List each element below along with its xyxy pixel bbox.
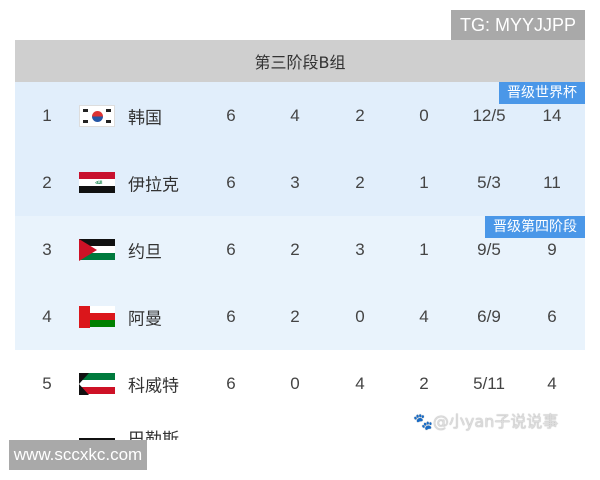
goals-cell: 6/9 (477, 306, 501, 326)
rank-cell: 3 (42, 239, 52, 259)
table-row: 阿曼 4 6 2 0 4 6/9 6 (15, 283, 585, 350)
rank-cell: 5 (42, 373, 52, 393)
points-cell: 6 (547, 306, 557, 326)
drawn-cell: 2 (355, 172, 365, 192)
drawn-cell: 4 (355, 373, 365, 393)
rank-cell: 4 (42, 306, 52, 326)
drawn-cell: 0 (355, 306, 365, 326)
won-cell: 3 (290, 172, 300, 192)
won-cell: 2 (290, 239, 300, 259)
partial-row: 巴勒斯 (15, 428, 585, 440)
goals-cell: 5/11 (473, 373, 505, 393)
team-name: 巴勒斯 (128, 430, 179, 440)
drawn-cell: 3 (355, 239, 365, 259)
rank-cell: 2 (42, 172, 52, 192)
playoff-badge: 晋级第四阶段 (485, 216, 585, 238)
points-cell: 9 (547, 239, 557, 259)
won-cell: 2 (290, 306, 300, 326)
kuwait-flag-icon (79, 372, 115, 395)
goals-cell: 5/3 (477, 172, 501, 192)
played-cell: 6 (226, 105, 236, 125)
team-name: 阿曼 (128, 309, 162, 329)
points-cell: 11 (543, 172, 561, 192)
iraq-flag-icon: ﷲ (79, 171, 115, 194)
standings-table: 第三阶段B组 晋级世界杯 韩国 1 6 4 2 0 12/5 14 ﷲ 伊拉克 2 6 3 2 1 5/3 11 晋… (15, 40, 585, 417)
points-cell: 14 (542, 105, 562, 125)
drawn-cell: 2 (355, 105, 365, 125)
paw-icon: 🐾 (413, 412, 433, 431)
table-row: ﷲ 伊拉克 2 6 3 2 1 5/3 11 (15, 149, 585, 216)
tg-watermark: TG: MYYJJPP (451, 10, 585, 40)
won-cell: 4 (290, 105, 300, 125)
played-cell: 6 (226, 239, 236, 259)
rank-cell: 1 (42, 105, 52, 125)
table-title: 第三阶段B组 (15, 40, 585, 82)
team-name: 约旦 (128, 242, 162, 262)
qualify-badge: 晋级世界杯 (499, 82, 585, 104)
played-cell: 6 (226, 172, 236, 192)
table-row: 晋级第四阶段约旦 3 6 2 3 1 9/5 9 (15, 216, 585, 283)
won-cell: 0 (290, 373, 300, 393)
team-name: 科威特 (128, 376, 179, 396)
lost-cell: 2 (419, 373, 429, 393)
table-row: 晋级世界杯韩国 1 6 4 2 0 12/5 14 (15, 82, 585, 149)
lost-cell: 1 (419, 172, 429, 192)
jordan-flag-icon (79, 238, 115, 261)
oman-flag-icon (79, 305, 115, 328)
played-cell: 6 (226, 373, 236, 393)
lost-cell: 4 (419, 306, 429, 326)
goals-cell: 9/5 (477, 239, 501, 259)
author-text: @小yan子说说事 (432, 412, 559, 431)
palestine-flag (79, 438, 115, 440)
author-watermark: 🐾@小yan子说说事 (413, 408, 558, 432)
team-name: 伊拉克 (128, 175, 179, 195)
site-watermark: www.sccxkc.com (9, 440, 147, 470)
goals-cell: 12/5 (472, 105, 506, 125)
points-cell: 4 (547, 373, 557, 393)
lost-cell: 0 (419, 105, 429, 125)
table-row: 科威特 5 6 0 4 2 5/11 4 (15, 350, 585, 417)
lost-cell: 1 (419, 239, 429, 259)
played-cell: 6 (226, 306, 236, 326)
team-name: 韩国 (128, 108, 162, 128)
south-korea-flag-icon (79, 104, 115, 127)
